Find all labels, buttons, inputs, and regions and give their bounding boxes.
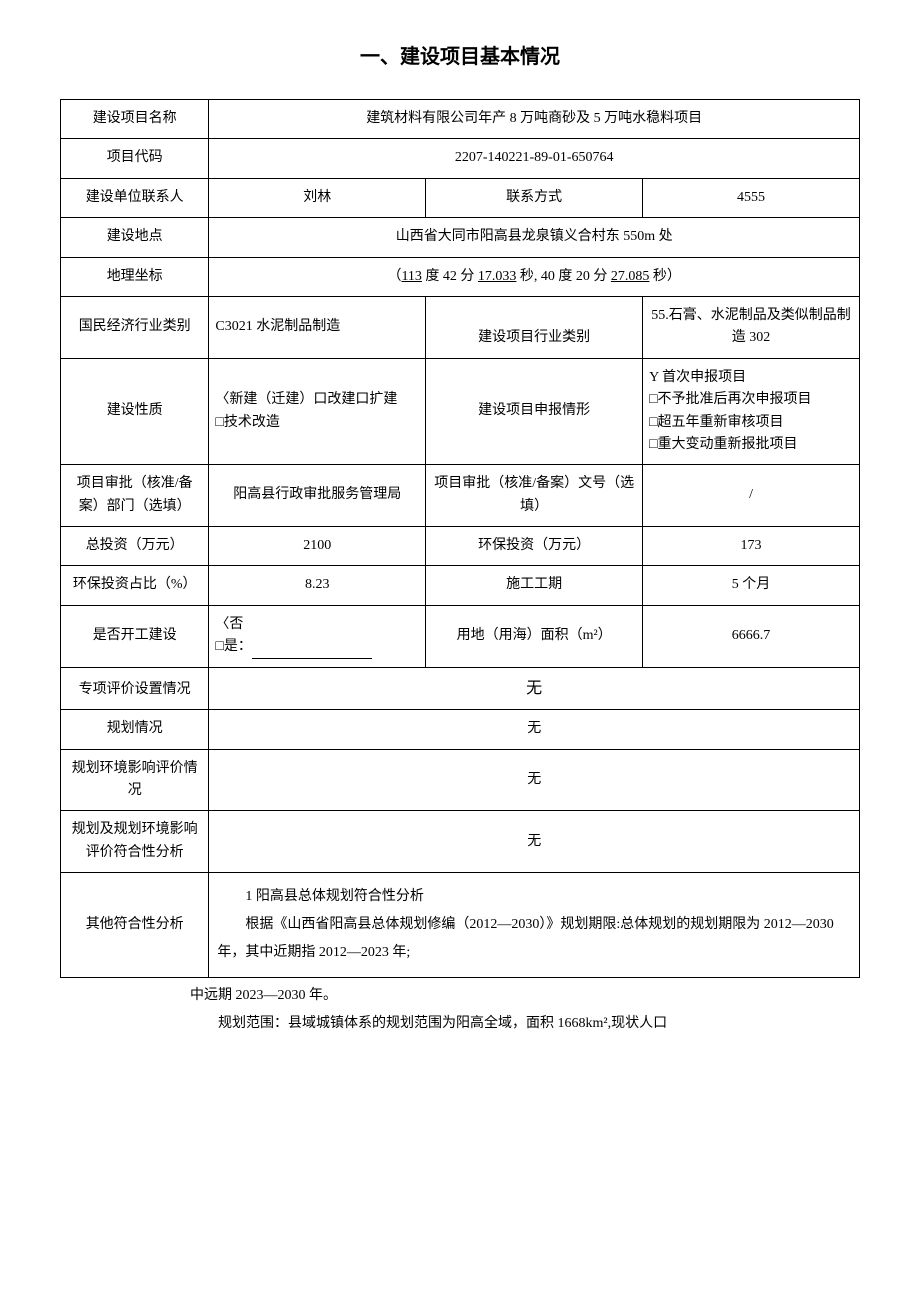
label-other-compliance: 其他符合性分析	[61, 873, 209, 978]
report-type-line1: Y 首次申报项目	[649, 367, 853, 389]
table-row: 规划情况 无	[61, 710, 860, 749]
table-row: 环保投资占比（%） 8.23 施工工期 5 个月	[61, 566, 860, 605]
label-coords: 地理坐标	[61, 257, 209, 296]
value-land-area: 6666.7	[643, 605, 860, 667]
value-approval-doc: /	[643, 465, 860, 527]
value-contact-person: 刘林	[209, 178, 426, 217]
value-total-invest: 2100	[209, 527, 426, 566]
report-type-line2: □不予批准后再次申报项目	[649, 389, 853, 411]
label-nature: 建设性质	[61, 358, 209, 465]
report-type-line3: □超五年重新审核项目	[649, 412, 853, 434]
table-row: 是否开工建设 〈否 □是： 用地（用海）面积（m²） 6666.7	[61, 605, 860, 667]
value-planning: 无	[209, 710, 860, 749]
value-approval-dept: 阳高县行政审批服务管理局	[209, 465, 426, 527]
label-project-name: 建设项目名称	[61, 100, 209, 139]
label-project-industry-cat: 建设项目行业类别	[426, 296, 643, 358]
label-contact-person: 建设单位联系人	[61, 178, 209, 217]
value-env-invest: 173	[643, 527, 860, 566]
table-row: 国民经济行业类别 C3021 水泥制品制造 建设项目行业类别 55.石膏、水泥制…	[61, 296, 860, 358]
outside-text-block: 中远期 2023—2030 年。 规划范围：县域城镇体系的规划范围为阳高全域，面…	[190, 982, 860, 1038]
table-row: 其他符合性分析 1 阳高县总体规划符合性分析 根据《山西省阳高县总体规划修编（2…	[61, 873, 860, 978]
coords-deg1-suffix: 度 42 分	[422, 269, 478, 284]
value-duration: 5 个月	[643, 566, 860, 605]
outside-line1: 中远期 2023—2030 年。	[190, 982, 860, 1010]
value-project-industry-cat: 55.石膏、水泥制品及类似制品制造 302	[643, 296, 860, 358]
nature-line1: 〈新建（迁建）口改建口扩建	[215, 389, 419, 411]
table-row: 建设单位联系人 刘林 联系方式 4555	[61, 178, 860, 217]
table-row: 建设性质 〈新建（迁建）口改建口扩建 □技术改造 建设项目申报情形 Y 首次申报…	[61, 358, 860, 465]
section-title: 一、建设项目基本情况	[60, 40, 860, 69]
table-row: 地理坐标 （113 度 42 分 17.033 秒, 40 度 20 分 27.…	[61, 257, 860, 296]
other-compliance-para1: 1 阳高县总体规划符合性分析	[217, 883, 851, 911]
coords-sec1: 17.033	[478, 269, 517, 284]
value-project-code: 2207-140221-89-01-650764	[209, 139, 860, 178]
value-planning-compliance: 无	[209, 811, 860, 873]
project-info-table: 建设项目名称 建筑材料有限公司年产 8 万吨商砂及 5 万吨水稳料项目 项目代码…	[60, 99, 860, 978]
table-row: 建设项目名称 建筑材料有限公司年产 8 万吨商砂及 5 万吨水稳料项目	[61, 100, 860, 139]
label-project-code: 项目代码	[61, 139, 209, 178]
label-approval-doc: 项目审批（核准/备案）文号（选填）	[426, 465, 643, 527]
started-line1: 〈否	[215, 614, 419, 636]
blank-underline	[252, 644, 372, 659]
label-land-area: 用地（用海）面积（m²）	[426, 605, 643, 667]
outside-line2: 规划范围：县域城镇体系的规划范围为阳高全域，面积 1668km²,现状人口	[190, 1010, 860, 1038]
report-type-line4: □重大变动重新报批项目	[649, 434, 853, 456]
table-row: 规划及规划环境影响评价符合性分析 无	[61, 811, 860, 873]
table-row: 总投资（万元） 2100 环保投资（万元） 173	[61, 527, 860, 566]
table-row: 项目代码 2207-140221-89-01-650764	[61, 139, 860, 178]
value-started: 〈否 □是：	[209, 605, 426, 667]
label-planning-compliance: 规划及规划环境影响评价符合性分析	[61, 811, 209, 873]
coords-mid: 秒, 40 度 20 分	[516, 269, 611, 284]
coords-prefix: （	[387, 269, 401, 284]
label-total-invest: 总投资（万元）	[61, 527, 209, 566]
label-duration: 施工工期	[426, 566, 643, 605]
nature-line2: □技术改造	[215, 412, 419, 434]
table-row: 规划环境影响评价情况 无	[61, 749, 860, 811]
value-report-type: Y 首次申报项目 □不予批准后再次申报项目 □超五年重新审核项目 □重大变动重新…	[643, 358, 860, 465]
value-project-name: 建筑材料有限公司年产 8 万吨商砂及 5 万吨水稳料项目	[209, 100, 860, 139]
value-location: 山西省大同市阳高县龙泉镇义合村东 550m 处	[209, 218, 860, 257]
coords-deg1: 113	[401, 269, 421, 284]
coords-sec2: 27.085	[611, 269, 650, 284]
label-contact-method: 联系方式	[426, 178, 643, 217]
label-report-type: 建设项目申报情形	[426, 358, 643, 465]
label-approval-dept: 项目审批（核准/备案）部门（选填）	[61, 465, 209, 527]
table-row: 专项评价设置情况 无	[61, 667, 860, 710]
coords-suffix: 秒）	[649, 269, 681, 284]
other-compliance-para2: 根据《山西省阳高县总体规划修编（2012—2030）》规划期限:总体规划的规划期…	[217, 911, 851, 967]
value-special-eval: 无	[209, 667, 860, 710]
table-row: 建设地点 山西省大同市阳高县龙泉镇义合村东 550m 处	[61, 218, 860, 257]
value-coords: （113 度 42 分 17.033 秒, 40 度 20 分 27.085 秒…	[209, 257, 860, 296]
value-other-compliance: 1 阳高县总体规划符合性分析 根据《山西省阳高县总体规划修编（2012—2030…	[209, 873, 860, 978]
value-env-ratio: 8.23	[209, 566, 426, 605]
started-line2: □是：	[215, 639, 251, 654]
label-location: 建设地点	[61, 218, 209, 257]
label-planning: 规划情况	[61, 710, 209, 749]
value-contact-method: 4555	[643, 178, 860, 217]
label-started: 是否开工建设	[61, 605, 209, 667]
label-planning-env-eval: 规划环境影响评价情况	[61, 749, 209, 811]
value-industry-cat: C3021 水泥制品制造	[209, 296, 426, 358]
value-nature: 〈新建（迁建）口改建口扩建 □技术改造	[209, 358, 426, 465]
label-special-eval: 专项评价设置情况	[61, 667, 209, 710]
label-industry-cat: 国民经济行业类别	[61, 296, 209, 358]
table-row: 项目审批（核准/备案）部门（选填） 阳高县行政审批服务管理局 项目审批（核准/备…	[61, 465, 860, 527]
value-planning-env-eval: 无	[209, 749, 860, 811]
label-env-ratio: 环保投资占比（%）	[61, 566, 209, 605]
started-line2-wrap: □是：	[215, 636, 419, 658]
label-env-invest: 环保投资（万元）	[426, 527, 643, 566]
